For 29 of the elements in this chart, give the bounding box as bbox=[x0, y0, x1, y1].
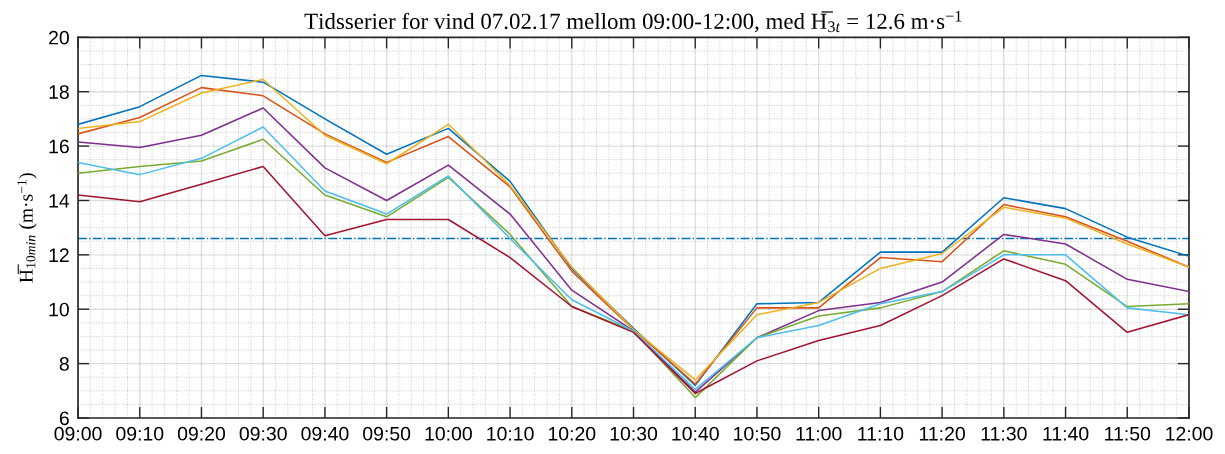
x-tick-label: 10:50 bbox=[734, 426, 781, 441]
x-tick-label: 11:40 bbox=[1043, 426, 1089, 441]
x-tick-label: 11:30 bbox=[981, 426, 1027, 441]
x-tick-label: 10:00 bbox=[425, 426, 472, 441]
x-tick-label: 12:00 bbox=[1166, 426, 1213, 441]
x-tick-label: 11:50 bbox=[1105, 426, 1151, 441]
x-tick-label: 10:30 bbox=[610, 426, 658, 441]
y-axis-title: H̅$_{10min}$ (m·s$^{−1}$) bbox=[17, 173, 37, 283]
x-tick-label: 10:20 bbox=[548, 426, 596, 441]
x-tick-label: 09:40 bbox=[301, 426, 349, 441]
x-tick-label: 09:20 bbox=[177, 426, 226, 441]
y-tick-label: 16 bbox=[49, 139, 69, 154]
x-tick-label: 09:00 bbox=[54, 426, 102, 441]
chart-title: Tidsserier for vind 07.02.17 mellom 09:00-12:00, med H̅$_{3t}$ = 12.6 m·s$^{−1}$ bbox=[304, 10, 962, 33]
x-tick-label: 09:10 bbox=[116, 426, 164, 441]
x-tick-label: 11:00 bbox=[796, 426, 842, 441]
y-tick-label: 20 bbox=[49, 30, 69, 45]
y-tick-label: 10 bbox=[49, 302, 69, 317]
y-tick-label: 18 bbox=[49, 85, 69, 99]
x-tick-label: 10:40 bbox=[672, 426, 719, 441]
y-tick-label: 6 bbox=[59, 411, 69, 426]
y-tick-label: 8 bbox=[59, 357, 69, 371]
x-tick-label: 09:30 bbox=[239, 426, 287, 441]
x-tick-label: 11:20 bbox=[919, 426, 965, 441]
x-tick-label: 09:50 bbox=[363, 426, 411, 441]
x-tick-label: 10:10 bbox=[487, 426, 534, 441]
y-tick-label: 12 bbox=[49, 248, 69, 262]
y-tick-label: 14 bbox=[49, 194, 70, 208]
x-tick-label: 11:10 bbox=[858, 426, 904, 441]
